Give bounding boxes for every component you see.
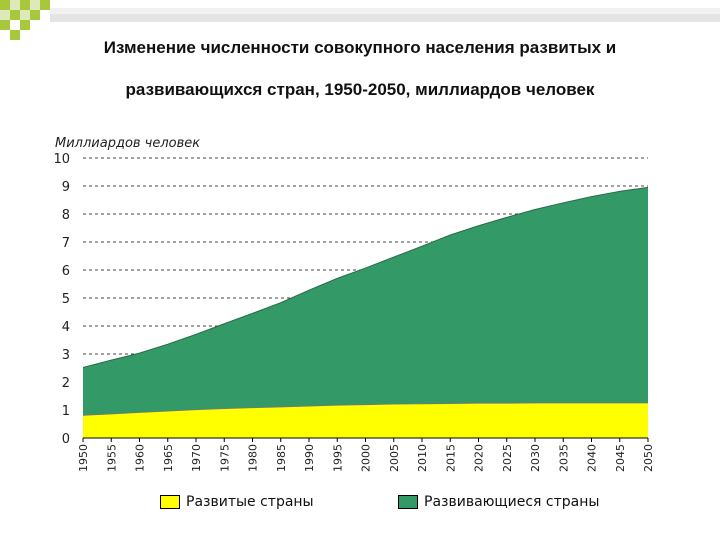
x-tick-label-2050: 2050 [642,444,655,472]
y-tick-label-3: 3 [62,348,70,363]
x-tick-label-1980: 1980 [247,444,260,472]
x-tick-label-1995: 1995 [331,444,344,472]
y-tick-label-6: 6 [62,264,70,279]
line-developing-top [82,186,649,368]
chart-title-line-2: развивающихся стран, 1950-2050, миллиард… [125,80,595,99]
legend-label-developed: Развитые страны [186,494,314,510]
x-tick-label-1985: 1985 [275,444,288,472]
y-tick-label-5: 5 [62,292,70,307]
x-tick-label-2025: 2025 [501,444,514,472]
x-tick-label-1950: 1950 [77,444,90,472]
y-tick-label-9: 9 [62,180,70,195]
y-tick-label-7: 7 [62,236,70,251]
x-tick-label-2015: 2015 [444,444,457,472]
x-tick-label-1990: 1990 [303,444,316,472]
area-developing [83,187,648,416]
x-tick-label-2010: 2010 [416,444,429,472]
chart-legend: Развитые страны Развивающиеся страны [0,494,720,518]
x-tick-label-1965: 1965 [162,444,175,472]
population-area-chart: Миллиардов человек 0 1 2 3 4 5 6 7 8 9 10 1950 1955 19… [53,136,655,472]
decorative-squares-graphic [0,0,720,40]
line-developed-top [82,402,648,416]
legend-swatch-developing [398,495,418,509]
x-tick-label-2035: 2035 [557,444,570,472]
decorative-header-squares [0,0,720,48]
legend-item-developing: Развивающиеся страны [398,494,599,510]
x-tick-label-2020: 2020 [473,444,486,472]
y-tick-label-10: 10 [53,152,70,167]
x-tick-label-2045: 2045 [614,444,627,472]
y-tick-label-2: 2 [62,376,70,391]
x-tick-label-2000: 2000 [360,444,373,472]
legend-item-developed: Развитые страны [160,494,314,510]
x-tick-label-1955: 1955 [105,444,118,472]
x-tick-label-1975: 1975 [218,444,231,472]
x-tick-label-2005: 2005 [388,444,401,472]
x-tick-label-1960: 1960 [134,444,147,472]
y-axis-label: Миллиардов человек [55,136,200,151]
chart-title-line-1: Изменение численности совокупного населе… [103,38,617,57]
x-tick-label-2040: 2040 [586,444,599,472]
legend-label-developing: Развивающиеся страны [424,494,600,510]
y-tick-label-1: 1 [62,404,70,419]
x-tick-label-1970: 1970 [190,444,203,472]
y-tick-label-4: 4 [62,320,70,335]
area-developed [83,403,648,438]
y-tick-label-0: 0 [62,432,70,447]
x-tick-label-2030: 2030 [529,444,542,472]
y-tick-label-8: 8 [62,208,70,223]
legend-swatch-developed [160,495,180,509]
